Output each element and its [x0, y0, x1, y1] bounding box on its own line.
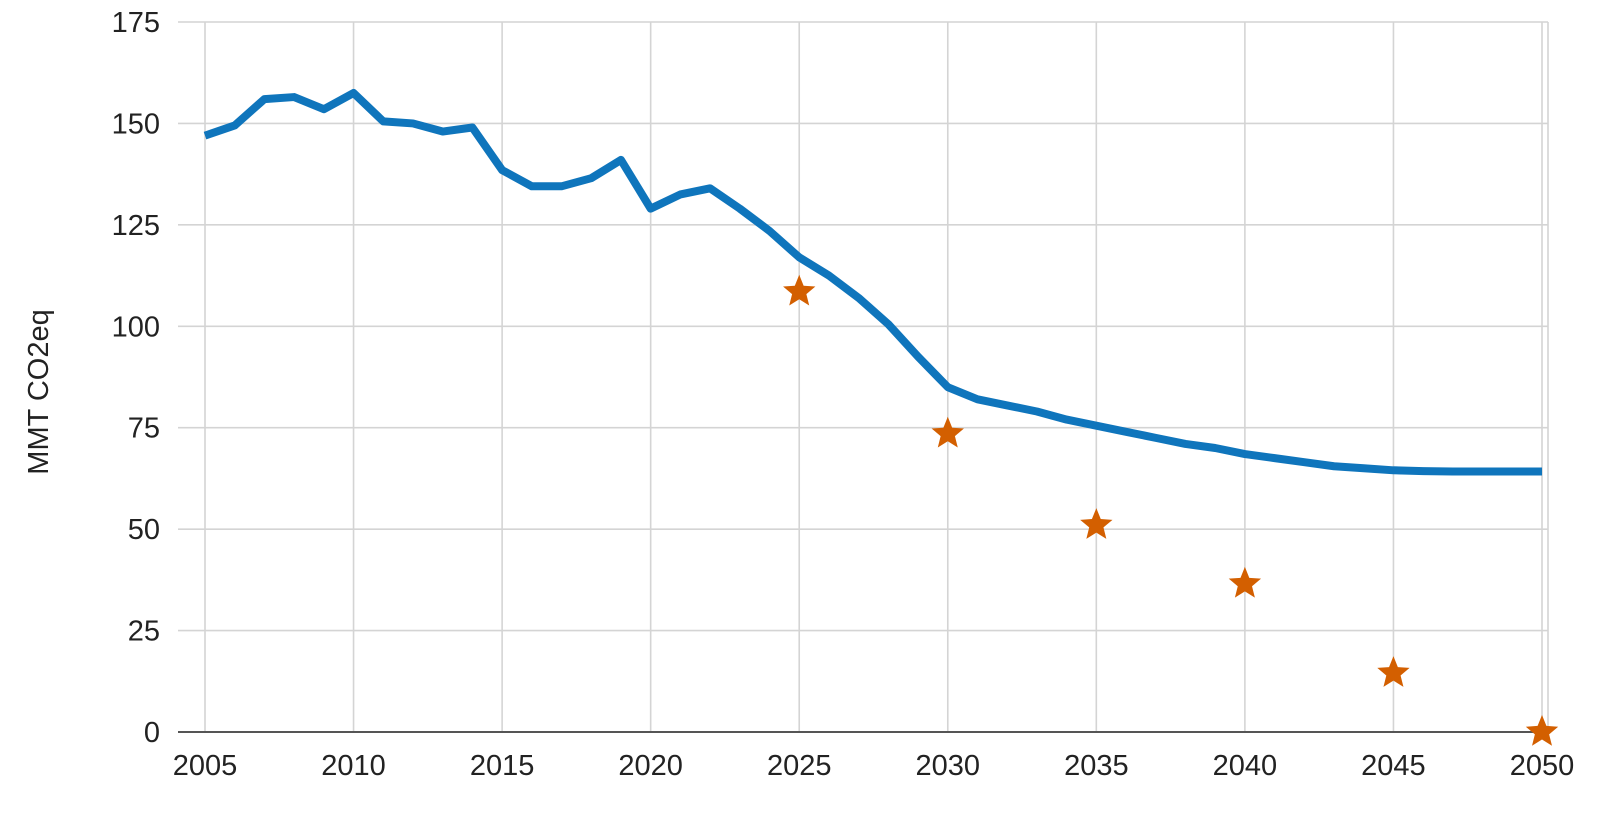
y-tick-label: 100	[112, 311, 160, 343]
emissions-line	[203, 89, 1542, 476]
target-star-marker	[1228, 566, 1262, 598]
y-tick-label: 0	[144, 717, 160, 749]
x-tick-label: 2040	[1213, 750, 1278, 782]
y-tick-label: 150	[112, 108, 160, 140]
target-star-marker	[1080, 508, 1113, 539]
y-tick-labels: 0 25 50 75 100 125 150 175	[112, 7, 160, 749]
x-tick-label: 2025	[767, 750, 832, 782]
x-tick-label: 2045	[1361, 750, 1426, 782]
y-tick-label: 175	[112, 7, 160, 39]
target-star-marker	[783, 274, 816, 306]
x-tick-label: 2020	[618, 750, 683, 782]
y-axis-label: MMT CO2eq	[23, 309, 55, 474]
y-tick-label: 25	[128, 616, 160, 648]
y-tick-label: 125	[112, 210, 160, 242]
y-tick-label: 50	[128, 514, 160, 546]
target-star-marker	[931, 416, 964, 448]
x-tick-label: 2050	[1510, 750, 1575, 782]
horizontal-gridlines	[178, 21, 1548, 632]
target-star-marker	[1377, 656, 1410, 687]
target-star-marker	[1525, 715, 1559, 746]
x-tick-label: 2010	[321, 750, 386, 782]
x-tick-label: 2015	[470, 750, 535, 782]
vertical-gridlines	[204, 22, 1549, 732]
x-tick-label: 2035	[1064, 750, 1129, 782]
x-tick-labels: 2005 2010 2015 2020 2025 2030 2035 2040 2045 2050	[173, 750, 1575, 782]
x-tick-label: 2005	[173, 750, 238, 782]
y-tick-label: 75	[128, 413, 160, 445]
series-layer	[203, 89, 1559, 746]
x-tick-label: 2030	[916, 750, 981, 782]
